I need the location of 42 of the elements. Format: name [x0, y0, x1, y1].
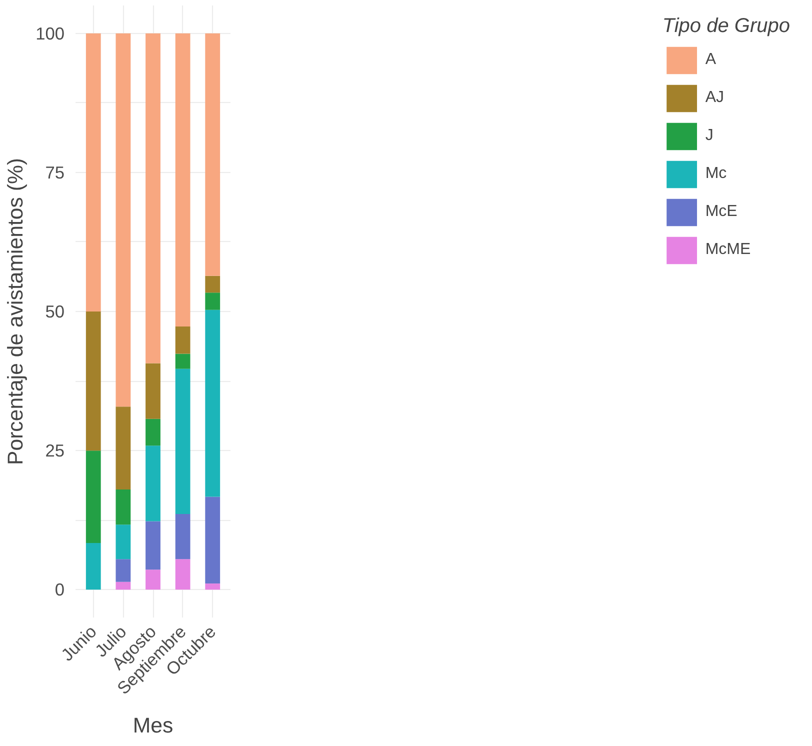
- bar: [175, 368, 190, 514]
- bar: [116, 582, 131, 590]
- x-axis-title: Mes: [132, 713, 174, 738]
- y-tick-label: 75: [45, 162, 65, 182]
- legend-label: AJ: [705, 88, 725, 108]
- bar: [175, 354, 190, 369]
- bar: [146, 570, 160, 590]
- y-tick-label: 50: [45, 302, 65, 322]
- y-axis-title: Porcentaje de avistamientos (%): [4, 158, 28, 466]
- bar: [116, 406, 131, 490]
- bar: [116, 33, 131, 407]
- bar: [116, 524, 131, 560]
- bar: [116, 559, 131, 582]
- bar: [116, 490, 131, 525]
- bar: [86, 450, 101, 543]
- bar: [146, 418, 160, 446]
- y-tick-label: 100: [36, 23, 65, 44]
- bar: [205, 276, 220, 293]
- bar: [175, 514, 190, 560]
- bar: [205, 292, 220, 310]
- bar: [146, 363, 160, 419]
- bar: [175, 326, 190, 354]
- bar: [86, 33, 101, 312]
- legend-label: McME: [705, 240, 751, 260]
- bar: [205, 584, 220, 590]
- bar: [146, 446, 160, 522]
- bar: [86, 542, 101, 590]
- bar: [205, 496, 220, 584]
- legend-label: McE: [705, 202, 738, 222]
- bar: [205, 33, 220, 276]
- bar: [86, 312, 101, 451]
- y-tick-label: 0: [54, 580, 65, 600]
- bar: [205, 310, 220, 497]
- y-tick-label: 25: [45, 440, 65, 461]
- legend-title: Tipo de Grupo: [662, 15, 790, 38]
- bar: [146, 33, 160, 364]
- bar: [175, 559, 190, 590]
- legend-label: A: [705, 50, 717, 70]
- bar: [146, 521, 160, 570]
- bar: [175, 33, 190, 327]
- legend-label: J: [705, 126, 714, 146]
- legend-label: Mc: [705, 164, 727, 184]
